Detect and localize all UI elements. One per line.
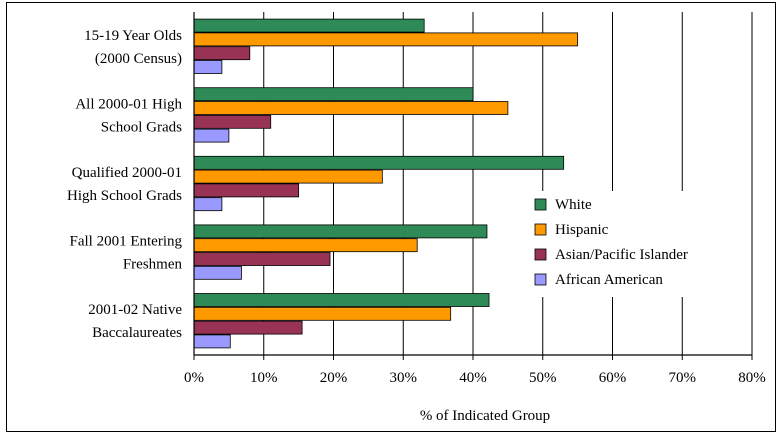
bar [193, 101, 509, 115]
category-label: Freshmen [123, 257, 183, 273]
legend-swatch [534, 273, 547, 286]
x-tick-label: 20% [320, 370, 348, 386]
bar [193, 320, 303, 335]
category-label: Qualified 2000-01 [72, 165, 182, 181]
x-tick-label: 60% [599, 370, 627, 386]
bar [193, 306, 452, 321]
legend-label: Hispanic [555, 222, 609, 238]
bar [193, 114, 272, 129]
x-tick-label: 80% [738, 370, 766, 386]
legend-label: White [555, 197, 592, 213]
bar [193, 169, 383, 184]
bar [193, 224, 488, 239]
bar [193, 32, 579, 47]
bar [193, 265, 242, 280]
legend-label: Asian/Pacific Islander [555, 247, 688, 263]
bar [193, 128, 230, 143]
x-tick-label: 70% [669, 370, 697, 386]
bar [193, 197, 223, 212]
x-tick-label: 0% [184, 370, 204, 386]
legend-swatch [534, 198, 547, 211]
x-tick-label: 30% [390, 370, 418, 386]
bar [193, 46, 251, 61]
legend-swatch [534, 223, 547, 236]
bar [193, 252, 331, 266]
legend-swatch [534, 248, 547, 261]
bar [193, 334, 231, 349]
x-axis-label: % of Indicated Group [420, 408, 550, 424]
legend-background [531, 191, 751, 297]
x-tick-label: 10% [250, 370, 278, 386]
x-tick-label: 50% [529, 370, 557, 386]
category-label: High School Grads [67, 188, 182, 204]
category-label: 2001-02 Native [88, 302, 182, 318]
bar [193, 87, 474, 102]
category-label: All 2000-01 High [75, 96, 182, 112]
category-label: (2000 Census) [95, 51, 182, 67]
bar [193, 293, 490, 307]
category-label: 15-19 Year Olds [84, 28, 182, 44]
bar [193, 238, 418, 253]
category-label: Fall 2001 Entering [70, 234, 183, 250]
bar [193, 18, 425, 33]
bar [193, 183, 300, 198]
bar [193, 155, 565, 170]
legend-label: African American [555, 272, 663, 288]
bar [193, 60, 223, 74]
category-label: School Grads [101, 119, 182, 135]
x-tick-label: 40% [459, 370, 487, 386]
category-label: Baccalaureates [92, 325, 182, 341]
